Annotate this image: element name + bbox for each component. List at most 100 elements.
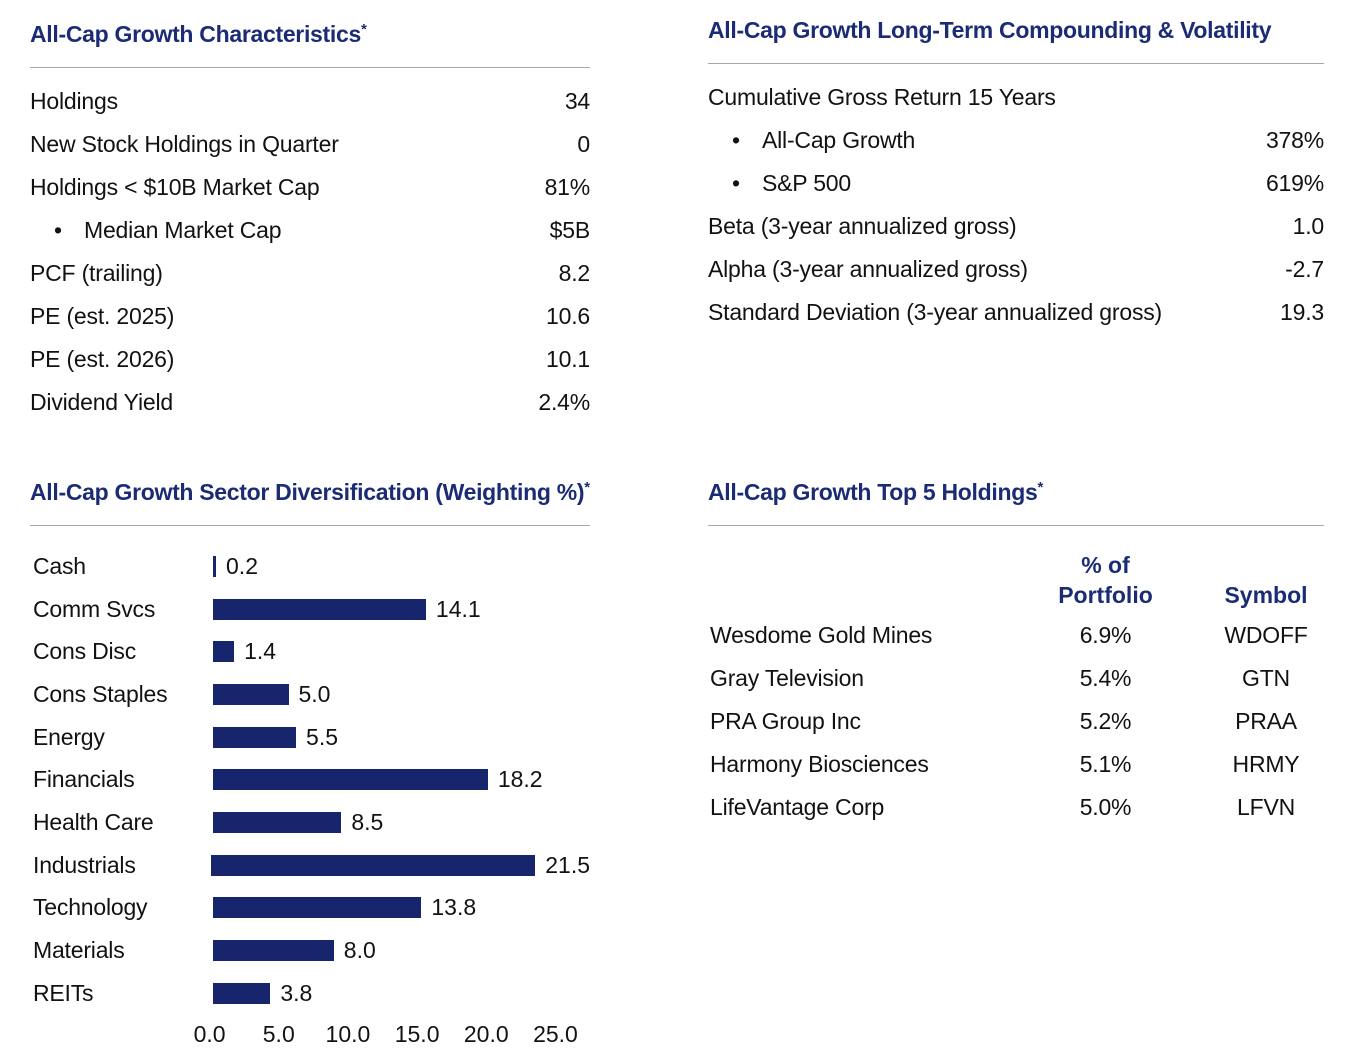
chart-row: Cash 0.2 <box>30 545 590 588</box>
compounding-panel: All-Cap Growth Long-Term Compounding & V… <box>708 14 1324 334</box>
x-tick-label: 5.0 <box>262 1021 295 1048</box>
x-tick-label: 10.0 <box>325 1021 371 1048</box>
stat-value: 10.6 <box>546 303 590 329</box>
chart-row: Cons Staples 5.0 <box>30 673 590 716</box>
stat-row: Standard Deviation (3-year annualized gr… <box>708 291 1324 334</box>
symbol-column-header: Symbol <box>1224 582 1308 608</box>
bar <box>213 683 289 705</box>
x-tick-label: 0.0 <box>193 1021 226 1048</box>
characteristics-panel: All-Cap Growth Characteristics* Holdings… <box>30 14 590 424</box>
stat-label: • All-Cap Growth <box>708 127 915 154</box>
bar-area: 5.5 <box>213 724 590 751</box>
bar-label: Cons Disc <box>33 638 137 665</box>
bullet-icon: • <box>732 170 740 196</box>
bar-label: Technology <box>33 894 148 921</box>
holding-name: Wesdome Gold Mines <box>710 622 933 648</box>
sector-chart-title: All-Cap Growth Sector Diversification (W… <box>30 472 590 508</box>
holding-pct: 5.1% <box>1079 751 1132 777</box>
section-divider <box>708 525 1324 526</box>
stat-value: 10.1 <box>546 346 590 372</box>
bar-value-label: 5.5 <box>306 723 339 750</box>
bar-label: REITs <box>33 979 94 1006</box>
holding-row: LifeVantage Corp 5.0% LFVN <box>708 786 1324 829</box>
stat-label-text: Median Market Cap <box>84 217 282 243</box>
holding-symbol: PRAA <box>1235 708 1297 734</box>
characteristics-title-text: All-Cap Growth Characteristics <box>30 21 361 47</box>
stat-label: Holdings < $10B Market Cap <box>30 174 320 200</box>
holding-name: LifeVantage Corp <box>710 794 885 820</box>
bar <box>213 726 297 748</box>
stat-value: $5B <box>549 217 591 243</box>
chart-row: Financials 18.2 <box>30 758 590 801</box>
section-divider <box>30 525 590 526</box>
characteristics-title: All-Cap Growth Characteristics* <box>30 14 590 50</box>
stat-value: 81% <box>544 174 591 200</box>
characteristics-table: Holdings 34 New Stock Holdings in Quarte… <box>30 80 590 424</box>
bar-area: 21.5 <box>210 851 590 879</box>
bar-value-label: 8.0 <box>343 937 376 964</box>
stat-row: Dividend Yield 2.4% <box>30 381 590 424</box>
stat-label: New Stock Holdings in Quarter <box>30 131 339 157</box>
bar-label: Cons Staples <box>33 680 168 707</box>
stat-label: Dividend Yield <box>30 389 173 415</box>
bar-area: 14.1 <box>213 596 590 623</box>
x-tick-label: 25.0 <box>533 1021 578 1048</box>
stat-label-text: S&P 500 <box>762 170 851 196</box>
holding-row: Harmony Biosciences 5.1% HRMY <box>708 743 1324 786</box>
bar-value-label: 8.5 <box>351 808 384 835</box>
section-divider <box>708 63 1324 64</box>
stat-label: PCF (trailing) <box>30 260 163 286</box>
holding-symbol: HRMY <box>1232 751 1300 777</box>
chart-row: Cons Disc 1.4 <box>30 630 590 673</box>
chart-row: Industrials 21.5 <box>30 844 590 887</box>
stat-label: Beta (3-year annualized gross) <box>708 213 1017 239</box>
sector-bar-chart: Cash 0.2 Comm Svcs 14.1 Cons Disc 1.4 Co… <box>30 545 590 1048</box>
bar <box>213 897 422 919</box>
stat-label: Standard Deviation (3-year annualized gr… <box>708 299 1163 325</box>
sector-chart-title-text: All-Cap Growth Sector Diversification (W… <box>30 479 585 505</box>
holding-symbol: LFVN <box>1237 794 1295 820</box>
stat-row: Beta (3-year annualized gross) 1.0 <box>708 205 1324 248</box>
stat-label: • Median Market Cap <box>30 217 282 244</box>
stat-value: 19.3 <box>1280 299 1324 325</box>
holdings-title: All-Cap Growth Top 5 Holdings* <box>708 472 1324 508</box>
stat-value: 378% <box>1265 127 1324 153</box>
stat-value: 0 <box>577 131 590 157</box>
bar-value-label: 5.0 <box>298 680 331 707</box>
holding-symbol: GTN <box>1242 665 1290 691</box>
bar <box>210 854 536 876</box>
asterisk-superscript: * <box>1037 479 1044 496</box>
bar <box>213 555 217 577</box>
bullet-icon: • <box>54 217 62 243</box>
holding-name: Gray Television <box>710 665 864 691</box>
bar-area: 13.8 <box>213 894 590 921</box>
bar <box>213 769 488 791</box>
holding-row: Wesdome Gold Mines 6.9% WDOFF <box>708 614 1324 657</box>
asterisk-superscript: * <box>584 479 590 496</box>
holdings-panel: All-Cap Growth Top 5 Holdings* % of Portf… <box>708 472 1324 829</box>
pct-of-portfolio-column-header: % of Portfolio <box>1043 550 1168 610</box>
stat-row: PE (est. 2026) 10.1 <box>30 338 590 381</box>
stat-label-text: All-Cap Growth <box>762 127 916 153</box>
bar-value-label: 21.5 <box>545 851 590 878</box>
holdings-title-text: All-Cap Growth Top 5 Holdings <box>708 479 1038 505</box>
stat-row: • All-Cap Growth 378% <box>708 119 1324 162</box>
bar-area: 1.4 <box>213 638 590 665</box>
stat-label: Holdings <box>30 88 118 114</box>
pct-header-line1: % of <box>1081 552 1130 578</box>
stat-row: • Median Market Cap $5B <box>30 209 590 252</box>
stat-row: Cumulative Gross Return 15 Years <box>708 76 1324 119</box>
holdings-table-header: % of Portfolio Symbol <box>708 550 1324 610</box>
stat-value: 34 <box>564 88 590 114</box>
holding-name: Harmony Biosciences <box>710 751 929 777</box>
chart-row: Energy 5.5 <box>30 716 590 759</box>
bar-value-label: 14.1 <box>435 595 481 622</box>
bar <box>213 940 334 962</box>
section-divider <box>30 67 590 68</box>
compounding-title: All-Cap Growth Long-Term Compounding & V… <box>708 17 1272 43</box>
bar-label: Financials <box>33 766 135 793</box>
bar-label: Materials <box>33 937 125 964</box>
bar-label: Energy <box>33 723 105 750</box>
chart-row: Materials 8.0 <box>30 929 590 972</box>
